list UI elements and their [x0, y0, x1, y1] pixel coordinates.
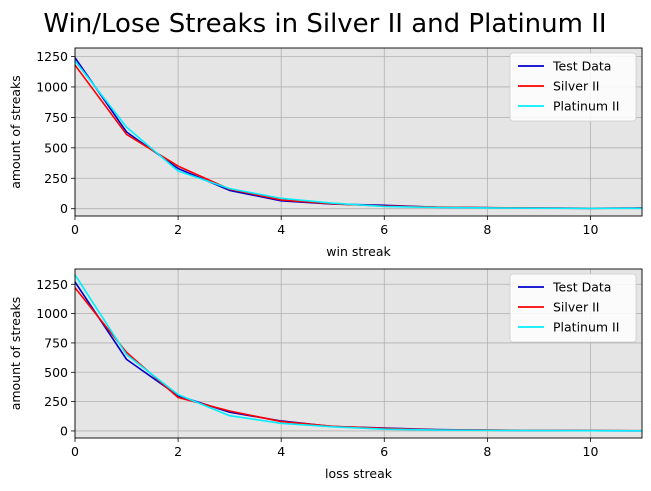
y-tick-label: 1000: [36, 306, 68, 321]
y-tick-label: 0: [60, 201, 68, 216]
legend-entry: Platinum II: [553, 320, 619, 335]
win-streak-panel: 0 2 4 6 8 10 0 250 500 750 1000 1250 win streak amoun…: [8, 47, 643, 259]
x-tick-label: 6: [380, 222, 388, 237]
x-tick-label: 8: [483, 222, 491, 237]
legend-entry: Test Data: [552, 59, 611, 74]
y-tick-label: 750: [44, 335, 68, 350]
x-axis-label: win streak: [326, 244, 391, 259]
legend: Test Data Silver II Platinum II: [509, 273, 637, 343]
y-tick-label: 250: [44, 171, 68, 186]
legend-entry: Test Data: [552, 280, 611, 295]
series-line-platinum-ii: [75, 274, 642, 432]
x-tick-label: 0: [71, 222, 79, 237]
chart-title: Win/Lose Streaks in Silver II and Platin…: [43, 9, 606, 39]
x-tick-label: 4: [277, 444, 285, 459]
y-tick-label: 500: [44, 365, 68, 380]
x-tick-label: 10: [583, 444, 599, 459]
x-tick-label: 0: [71, 444, 79, 459]
legend: Test Data Silver II Platinum II: [509, 52, 637, 122]
x-tick-label: 4: [277, 222, 285, 237]
series-line-platinum-ii: [75, 60, 642, 210]
loss-streak-panel: 0 2 4 6 8 10 0 250 500 750 1000 1250 loss streak amou…: [8, 268, 643, 481]
x-axis-label: loss streak: [325, 466, 393, 481]
legend-box: [509, 52, 637, 122]
y-tick-label: 0: [60, 423, 68, 438]
x-tick-label: 6: [380, 444, 388, 459]
axes-frame: [74, 47, 643, 217]
legend-box: [509, 273, 637, 343]
legend-entry: Silver II: [553, 300, 599, 315]
y-tick-label: 250: [44, 394, 68, 409]
x-tick-label: 10: [583, 222, 599, 237]
legend-entry: Platinum II: [553, 99, 619, 114]
x-tick-label: 2: [174, 444, 182, 459]
axes-frame: [74, 268, 643, 439]
y-tick-label: 1250: [36, 49, 68, 64]
y-tick-label: 1000: [36, 79, 68, 94]
legend-entry: Silver II: [553, 79, 599, 94]
x-tick-label: 8: [483, 444, 491, 459]
y-axis-label: amount of streaks: [8, 75, 23, 189]
y-tick-label: 500: [44, 140, 68, 155]
y-tick-label: 750: [44, 110, 68, 125]
x-tick-label: 2: [174, 222, 182, 237]
y-axis-label: amount of streaks: [8, 297, 23, 411]
y-tick-label: 1250: [36, 277, 68, 292]
